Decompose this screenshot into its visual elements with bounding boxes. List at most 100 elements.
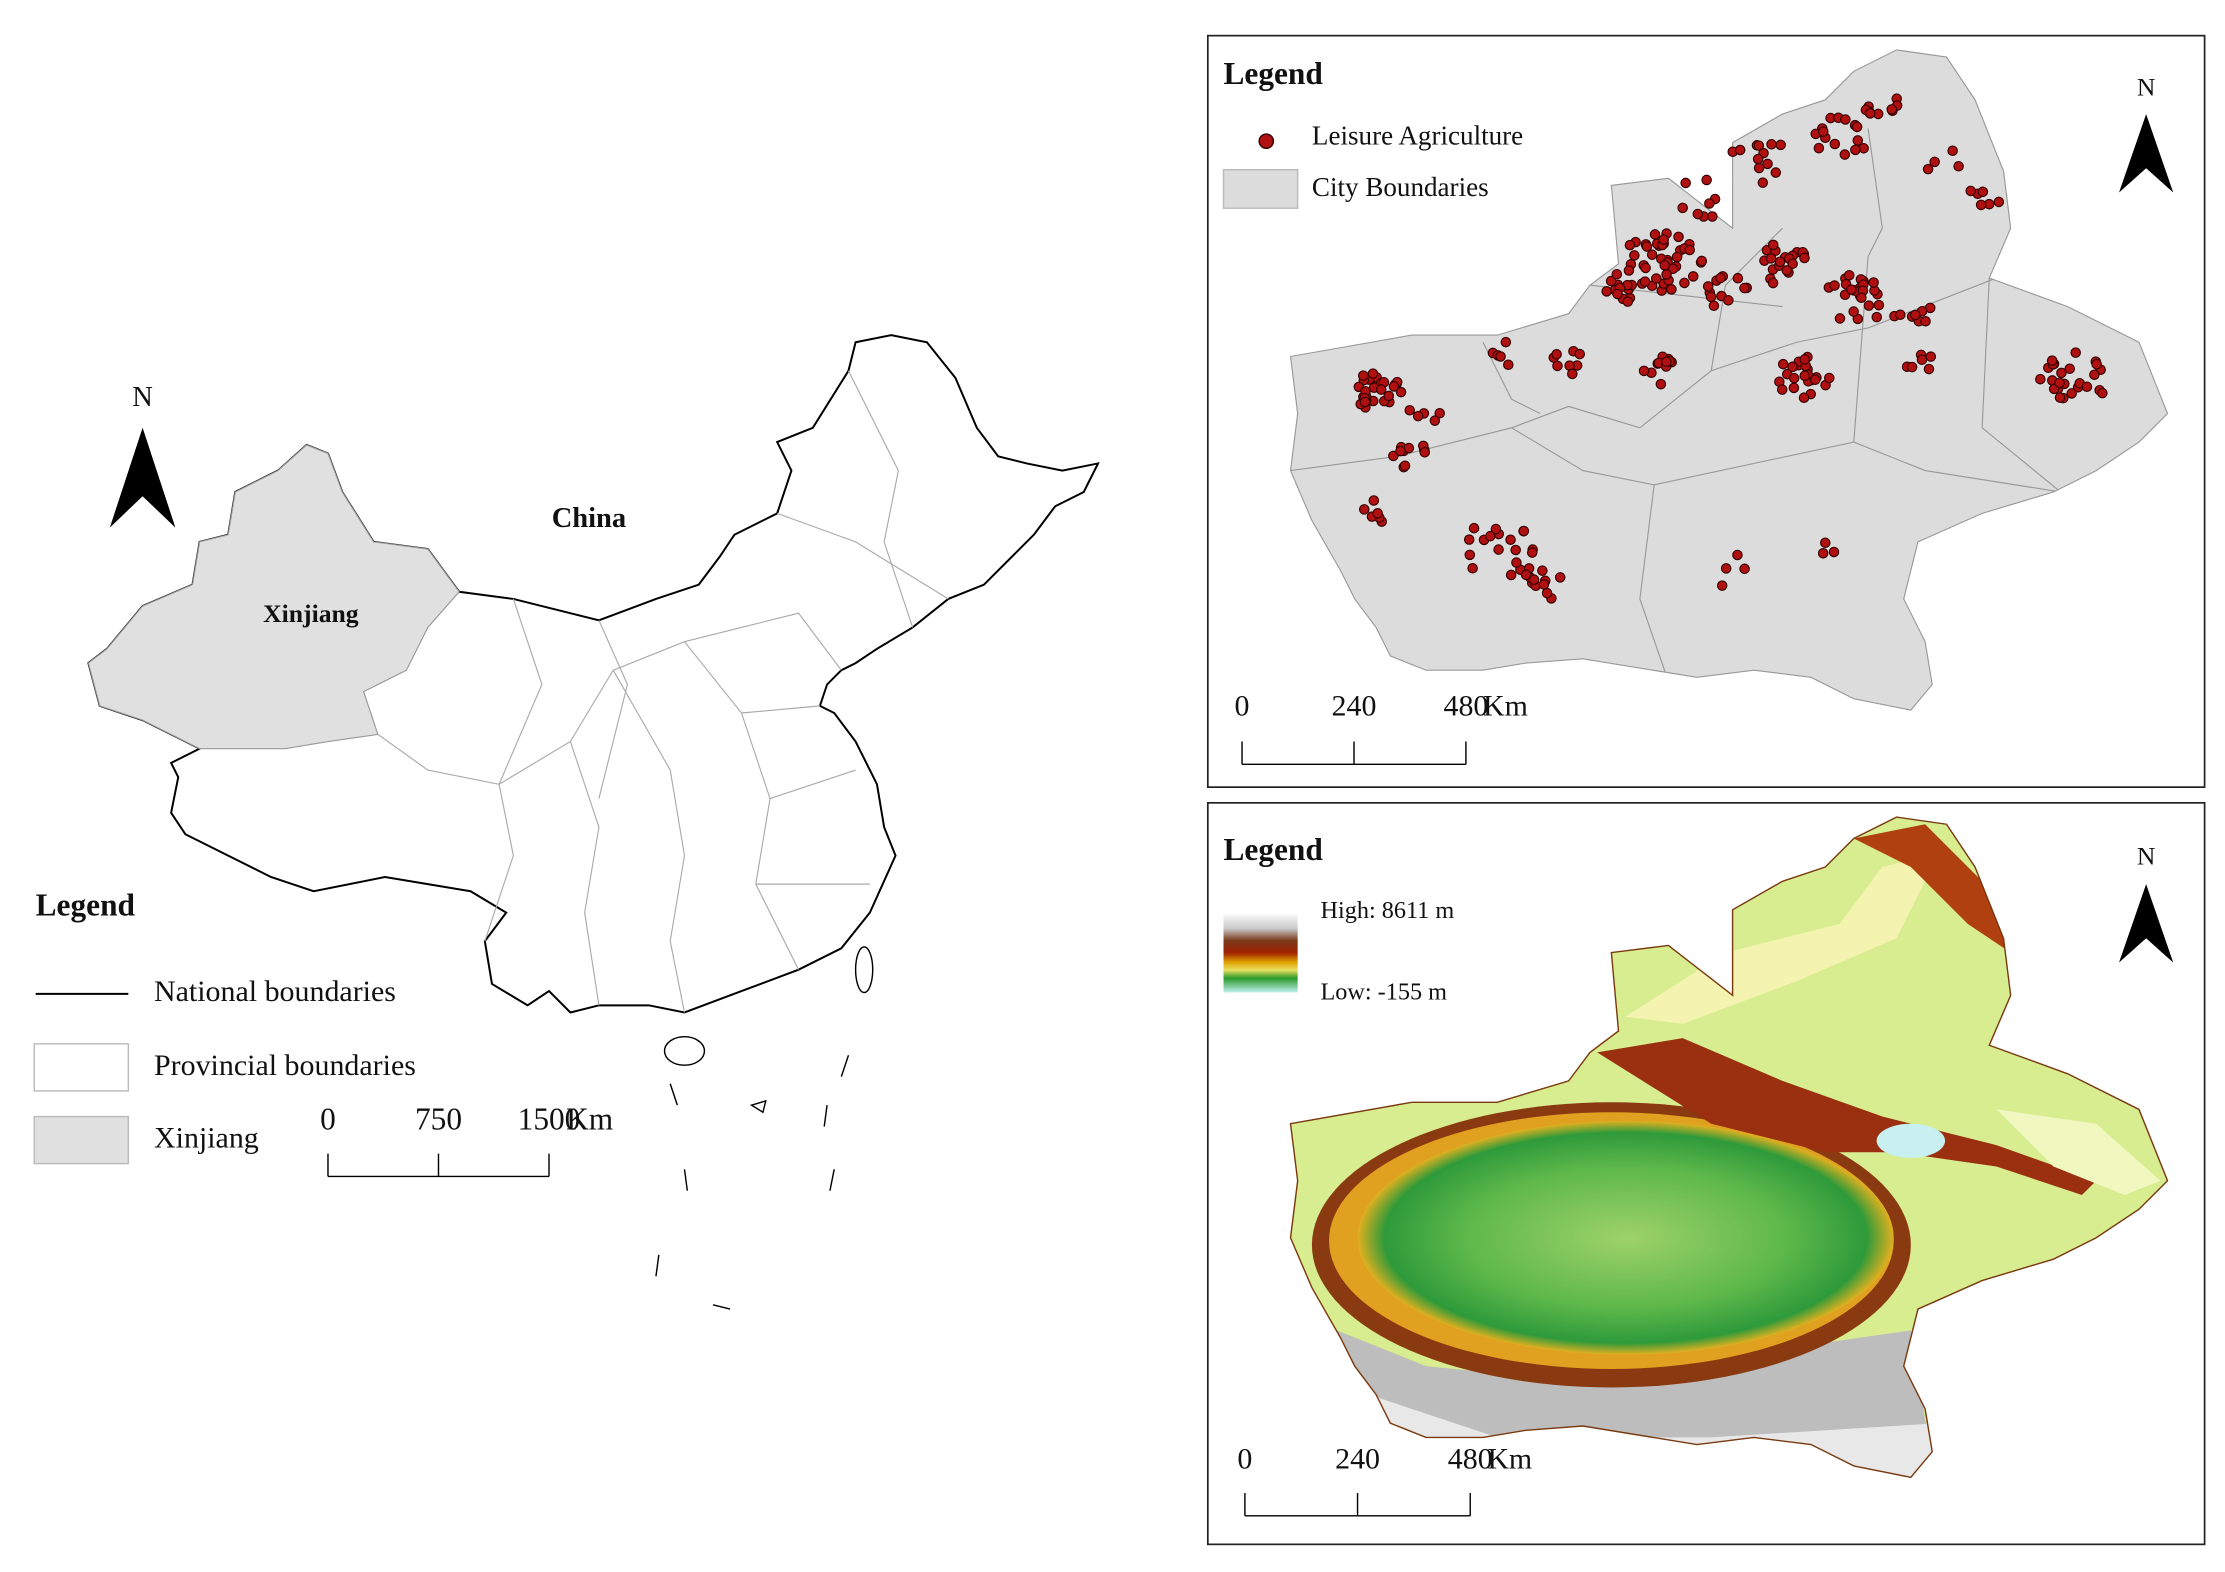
point: [1765, 253, 1777, 264]
point: [1788, 372, 1800, 384]
point: [1781, 265, 1793, 276]
point: [1707, 211, 1718, 222]
point: [1467, 562, 1478, 574]
point: [1846, 284, 1857, 295]
north-label: N: [2137, 841, 2156, 870]
point: [1505, 534, 1516, 546]
point: [1906, 361, 1918, 373]
point: [1715, 272, 1726, 284]
point: [1953, 160, 1964, 172]
point: [1868, 277, 1879, 288]
point: [1923, 363, 1935, 375]
point: [2081, 381, 2093, 393]
point: [1705, 291, 1717, 303]
point: [1856, 292, 1867, 304]
point: [1702, 281, 1714, 292]
point: [2054, 377, 2065, 389]
panel-frame: [1206, 801, 2206, 1546]
point: [1732, 272, 1744, 284]
point: [1920, 316, 1931, 327]
legend-item: City Boundaries: [1312, 172, 1489, 202]
point: [1485, 530, 1496, 542]
point: [1673, 231, 1684, 243]
point: [1464, 549, 1476, 561]
point: [1922, 163, 1934, 175]
point: [1895, 309, 1906, 320]
provincial-boundaries: [377, 370, 949, 1013]
point: [1490, 523, 1502, 535]
point: [1388, 381, 1400, 392]
xinjiang-region: [87, 444, 460, 750]
point: [1929, 156, 1940, 168]
point: [1677, 202, 1688, 214]
point: [1762, 158, 1773, 170]
legend-high: High: 8611 m: [1320, 897, 1454, 924]
point: [1612, 288, 1623, 300]
point: [1684, 244, 1695, 256]
point: [1788, 382, 1800, 394]
point: [1641, 241, 1653, 252]
point: [1739, 282, 1750, 294]
point: [1864, 108, 1876, 119]
point: [1623, 265, 1635, 276]
point: [1500, 336, 1512, 348]
point: [2089, 369, 2100, 381]
point: [1629, 250, 1640, 261]
point: [1574, 348, 1585, 360]
point: [1696, 255, 1708, 267]
point: [1965, 185, 1977, 197]
point: [1510, 544, 1521, 556]
point: [1601, 286, 1612, 297]
taiwan: [854, 946, 874, 994]
point: [1829, 280, 1840, 291]
point: [1850, 144, 1861, 156]
point: [1799, 252, 1810, 264]
point: [1820, 537, 1831, 549]
point: [1687, 271, 1699, 282]
point: [2046, 355, 2058, 366]
point: [1716, 580, 1728, 591]
point: [1463, 534, 1475, 545]
point: [1359, 396, 1371, 408]
point: [1851, 121, 1863, 133]
point: [1552, 360, 1563, 372]
point: [1873, 299, 1885, 311]
point: [1419, 447, 1430, 458]
point: [1651, 273, 1662, 284]
point: [1909, 309, 1921, 321]
point: [1977, 186, 1989, 198]
point: [1388, 450, 1399, 462]
point: [1777, 358, 1789, 370]
point: [1468, 522, 1480, 534]
point: [1720, 563, 1732, 574]
point: [1505, 569, 1517, 581]
point: [1809, 374, 1821, 386]
scale-unit: Km: [1487, 1443, 1532, 1476]
point: [1916, 354, 1928, 366]
point: [1834, 313, 1846, 324]
point: [2056, 367, 2067, 379]
point: [1537, 565, 1548, 576]
hainan: [663, 1035, 706, 1066]
point: [1823, 372, 1835, 384]
point: [1829, 138, 1841, 150]
point: [1863, 300, 1875, 311]
point: [1776, 384, 1788, 395]
scale-label: 0: [1237, 1443, 1252, 1476]
point: [1947, 145, 1958, 157]
point: [1798, 392, 1810, 403]
north-arrow: [109, 427, 176, 528]
legend-title: Legend: [1224, 832, 1324, 867]
point: [1528, 574, 1540, 585]
point: [1666, 284, 1677, 295]
point: [1799, 370, 1811, 382]
point: [1404, 404, 1416, 416]
scale-label: 750: [415, 1101, 462, 1136]
point: [2035, 373, 2046, 385]
point: [1704, 198, 1715, 209]
point: [1775, 139, 1786, 151]
scale-label: 1500: [518, 1101, 581, 1136]
